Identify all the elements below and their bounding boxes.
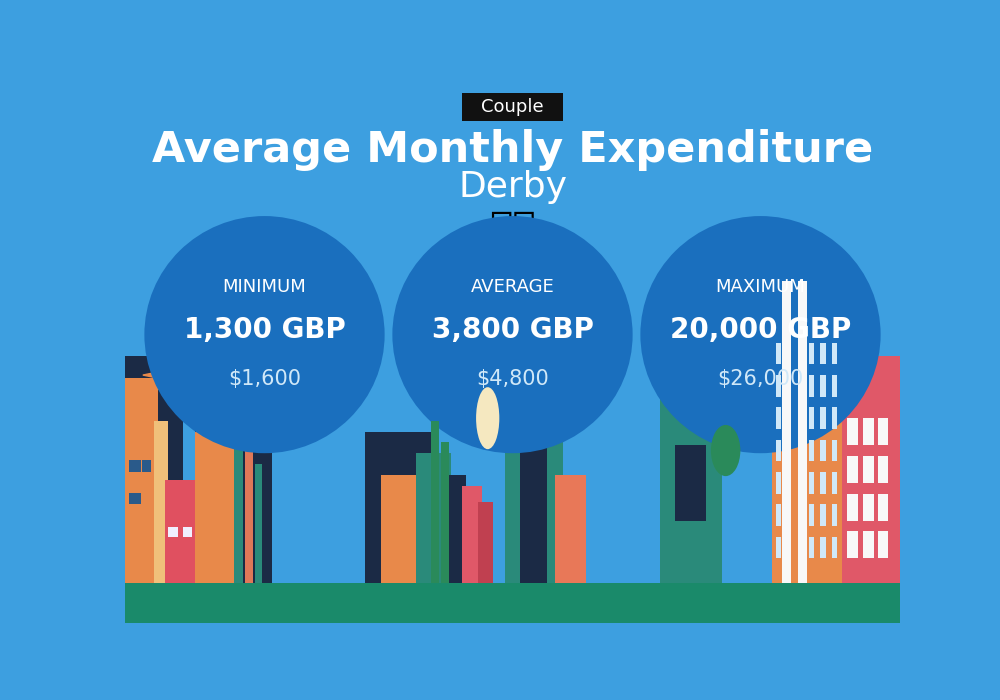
Bar xyxy=(820,407,826,429)
Bar xyxy=(878,456,888,483)
Bar xyxy=(125,378,158,582)
Bar xyxy=(832,407,837,429)
Text: MINIMUM: MINIMUM xyxy=(223,278,306,296)
Text: Couple: Couple xyxy=(481,97,544,116)
Bar xyxy=(441,442,449,582)
Ellipse shape xyxy=(711,425,740,476)
Bar xyxy=(863,494,874,521)
Bar xyxy=(820,472,826,493)
Bar xyxy=(125,356,183,582)
Bar xyxy=(776,537,781,559)
Bar xyxy=(443,475,466,582)
Text: 🇬🇧: 🇬🇧 xyxy=(489,209,536,247)
Bar xyxy=(505,421,563,582)
Bar xyxy=(776,440,781,461)
Bar xyxy=(125,582,900,623)
Bar xyxy=(832,537,837,559)
Bar xyxy=(776,343,781,364)
Bar xyxy=(168,527,178,537)
Bar xyxy=(820,375,826,397)
Bar xyxy=(820,505,826,526)
Bar xyxy=(520,448,547,582)
Ellipse shape xyxy=(392,216,633,453)
Bar xyxy=(154,421,168,582)
Bar xyxy=(195,405,272,582)
Bar xyxy=(183,527,192,537)
Text: Derby: Derby xyxy=(458,171,567,204)
Bar xyxy=(142,460,151,472)
Bar xyxy=(820,440,826,461)
Bar xyxy=(847,531,858,559)
Bar xyxy=(863,531,874,559)
Bar xyxy=(660,378,722,582)
Bar xyxy=(129,493,140,505)
Text: 1,300 GBP: 1,300 GBP xyxy=(184,316,345,344)
Bar xyxy=(776,472,781,493)
Bar xyxy=(782,281,791,582)
Bar xyxy=(809,505,814,526)
Bar xyxy=(809,440,814,461)
Bar xyxy=(809,472,814,493)
Text: MAXIMUM: MAXIMUM xyxy=(716,278,805,296)
FancyBboxPatch shape xyxy=(462,92,563,120)
Bar xyxy=(832,505,837,526)
Bar xyxy=(555,475,586,582)
Ellipse shape xyxy=(268,255,361,349)
Text: 20,000 GBP: 20,000 GBP xyxy=(670,316,851,344)
Bar xyxy=(809,407,814,429)
Bar xyxy=(863,418,874,445)
Polygon shape xyxy=(143,354,228,395)
Bar xyxy=(381,475,423,582)
Bar xyxy=(869,410,900,582)
Text: Average Monthly Expenditure: Average Monthly Expenditure xyxy=(152,129,873,171)
Bar xyxy=(809,343,814,364)
Bar xyxy=(847,418,858,445)
Ellipse shape xyxy=(476,387,499,449)
Polygon shape xyxy=(668,300,753,342)
Bar xyxy=(832,343,837,364)
Bar xyxy=(847,494,858,521)
Text: $4,800: $4,800 xyxy=(476,369,549,389)
Bar xyxy=(195,432,241,582)
Bar xyxy=(798,281,807,582)
Bar xyxy=(462,486,482,582)
Bar xyxy=(776,505,781,526)
Text: 3,800 GBP: 3,800 GBP xyxy=(432,316,593,344)
Bar xyxy=(832,440,837,461)
Bar xyxy=(165,480,202,582)
Bar xyxy=(878,531,888,559)
Bar xyxy=(832,472,837,493)
Bar xyxy=(820,343,826,364)
Bar xyxy=(772,281,846,582)
Ellipse shape xyxy=(144,216,385,453)
Bar xyxy=(478,502,493,582)
Ellipse shape xyxy=(681,244,770,339)
Ellipse shape xyxy=(257,276,326,349)
Bar xyxy=(431,421,439,582)
Bar xyxy=(776,375,781,397)
Bar xyxy=(129,460,140,472)
Bar xyxy=(416,453,450,582)
Bar xyxy=(234,421,243,582)
Bar xyxy=(245,442,253,582)
Bar xyxy=(878,494,888,521)
Bar xyxy=(365,432,435,582)
Text: AVERAGE: AVERAGE xyxy=(471,278,554,296)
Bar xyxy=(842,356,900,582)
Bar xyxy=(847,456,858,483)
Bar xyxy=(809,375,814,397)
Bar xyxy=(809,537,814,559)
Ellipse shape xyxy=(640,216,881,453)
Bar xyxy=(255,464,262,582)
Text: $1,600: $1,600 xyxy=(228,369,301,389)
Text: $26,000: $26,000 xyxy=(717,369,804,389)
Bar xyxy=(820,537,826,559)
Bar xyxy=(776,407,781,429)
Bar xyxy=(832,375,837,397)
Ellipse shape xyxy=(716,265,782,335)
Bar xyxy=(863,456,874,483)
Bar xyxy=(878,418,888,445)
Bar xyxy=(675,445,706,521)
